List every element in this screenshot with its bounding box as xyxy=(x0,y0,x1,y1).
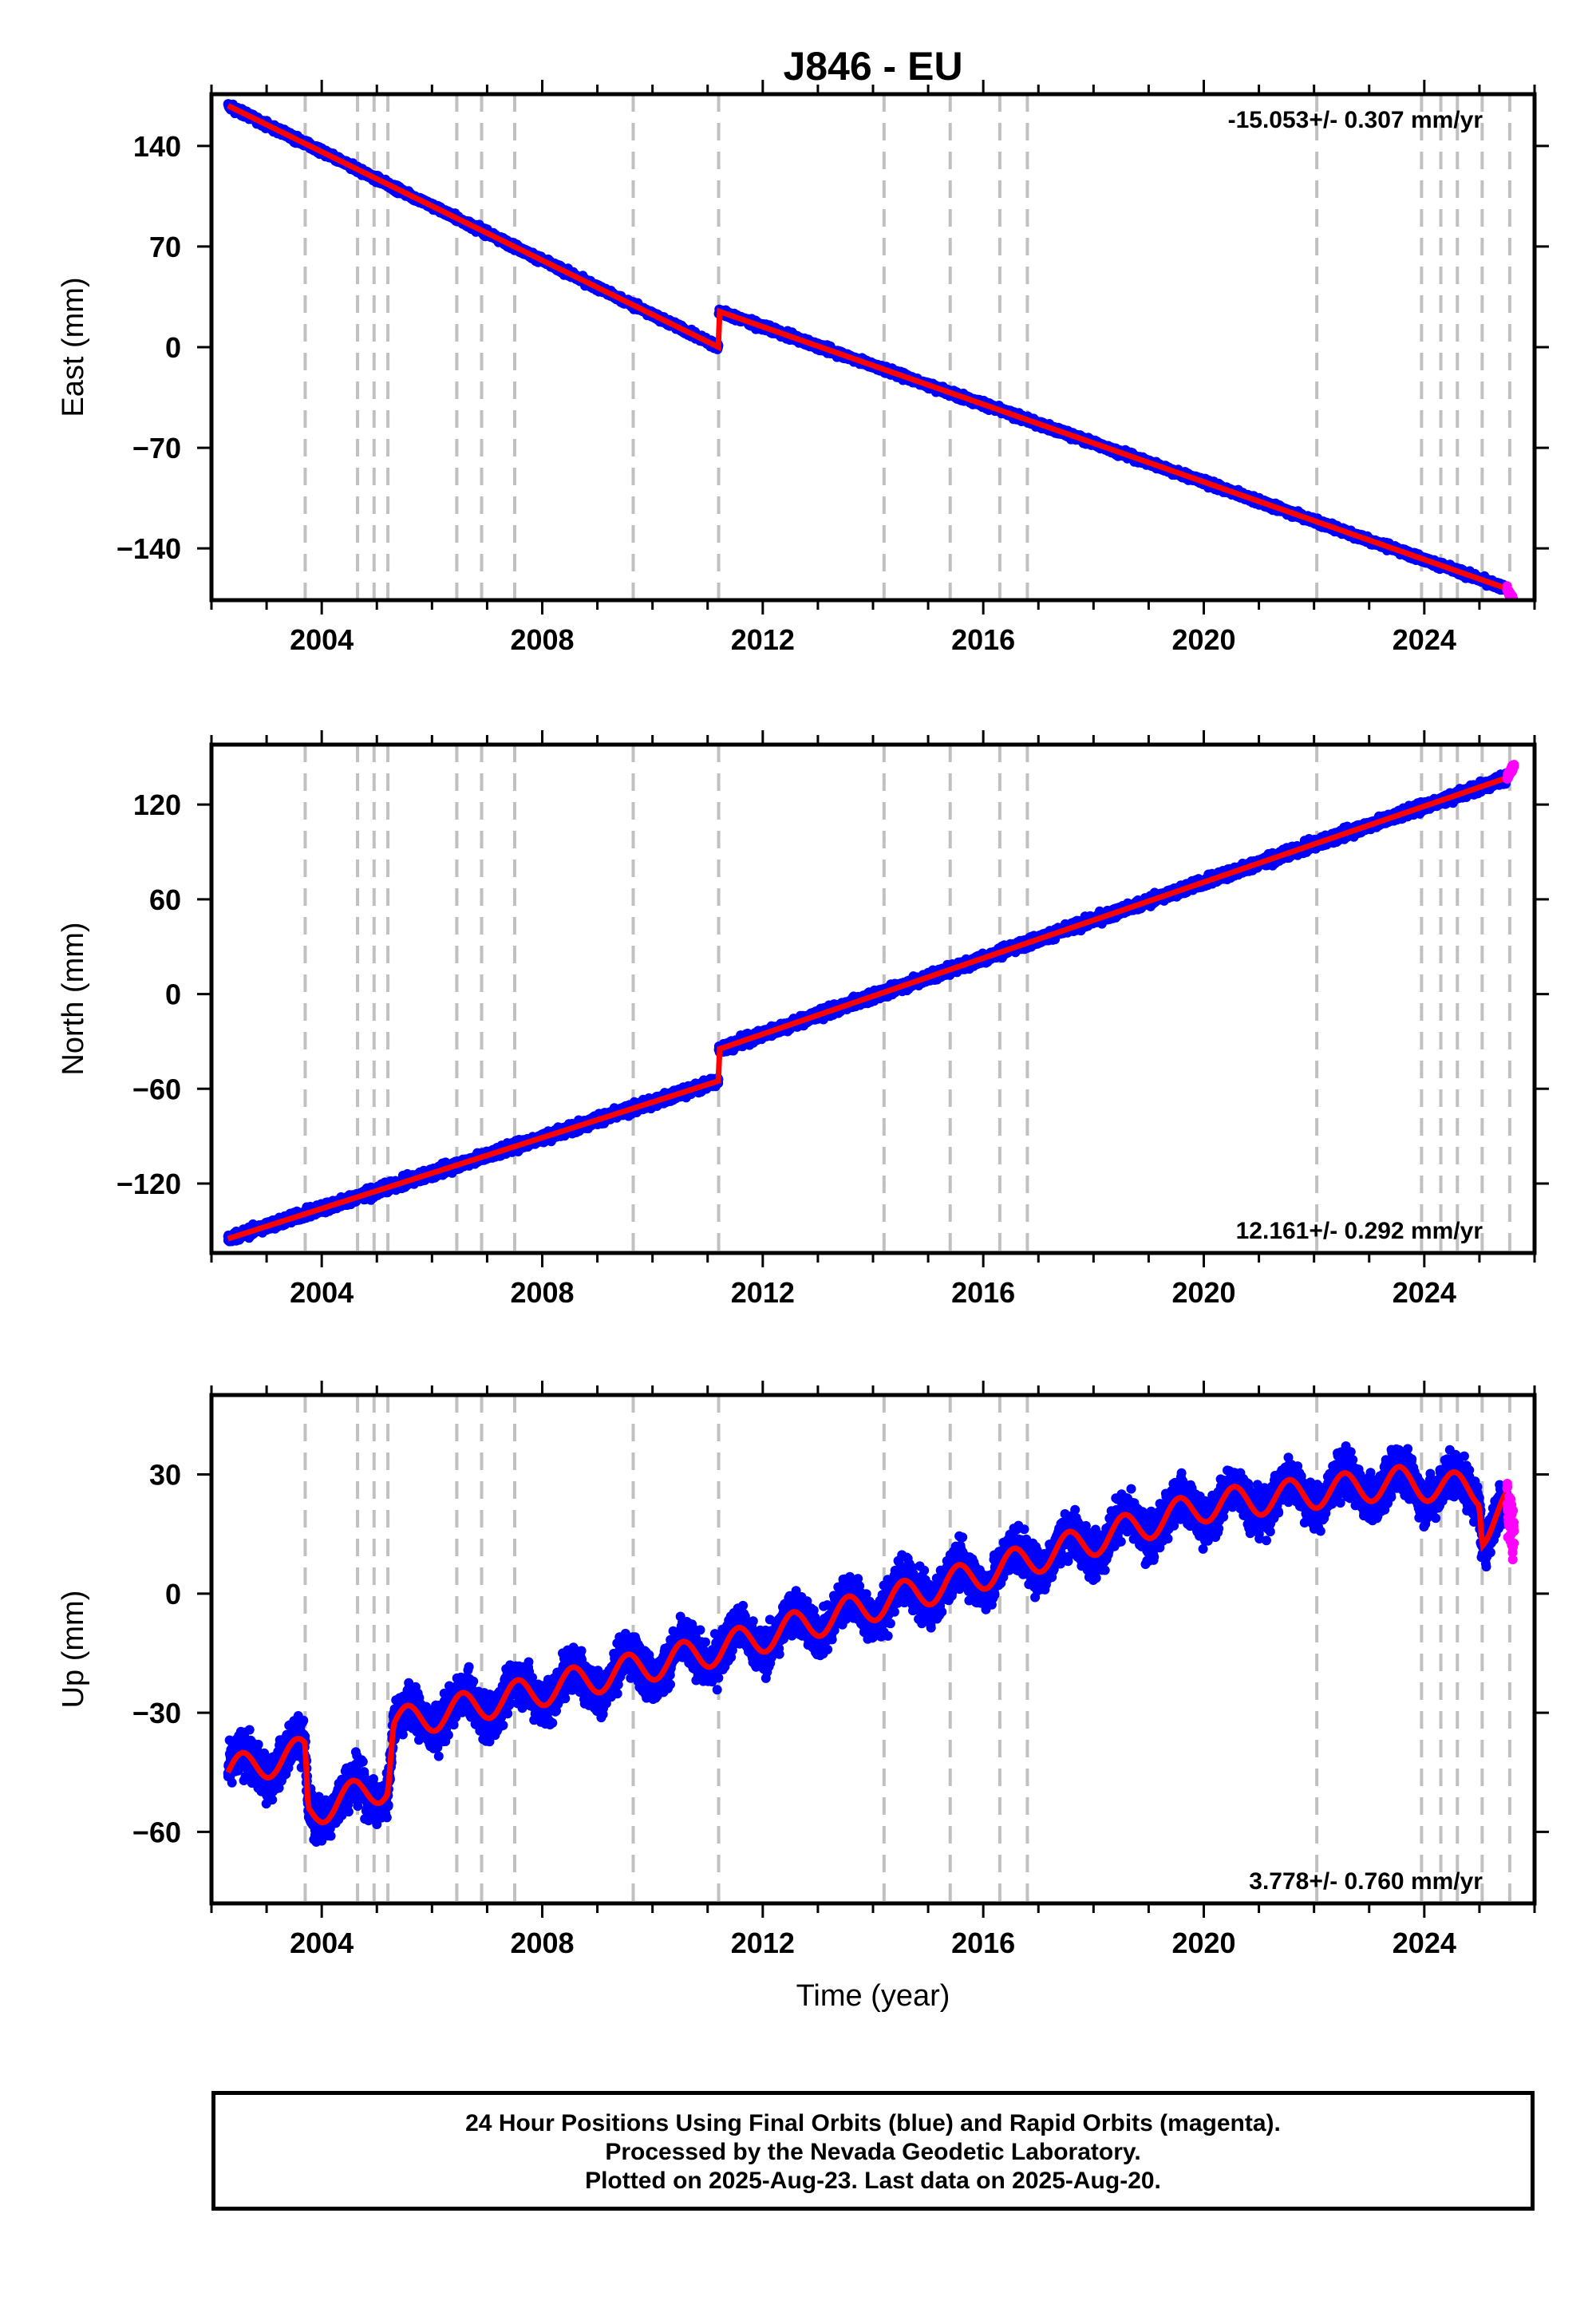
plot-area xyxy=(223,99,1519,600)
